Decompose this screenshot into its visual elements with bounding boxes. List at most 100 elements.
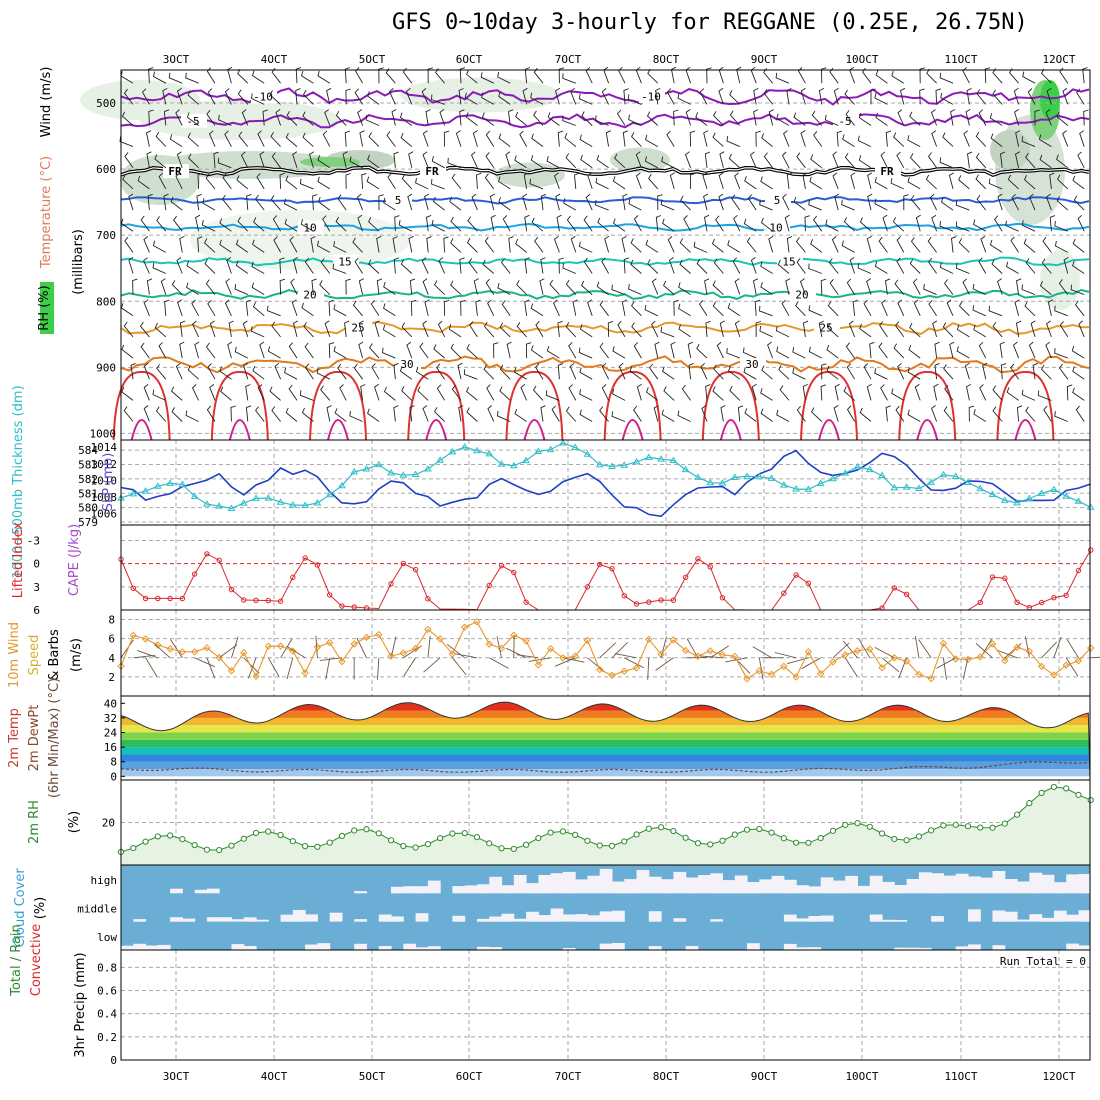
wind-barb [473, 278, 479, 295]
wind-barb [490, 214, 496, 232]
wind-barb [530, 155, 544, 169]
wind-barb [483, 322, 495, 338]
pressure-tick: 1000 [90, 427, 117, 440]
wind-barb [826, 344, 839, 359]
wind-barb [844, 152, 855, 169]
wind-marker [546, 644, 555, 653]
cloud-block [489, 876, 503, 894]
rh-marker [584, 837, 591, 844]
wind-barb [893, 343, 905, 359]
wind-barb [312, 194, 318, 211]
wind-barb [476, 172, 482, 189]
wind-barb [777, 259, 790, 274]
thickness-marker [669, 456, 678, 464]
wind-barb [939, 221, 954, 232]
wind-barb [304, 342, 314, 359]
wind-barb [465, 112, 478, 126]
wind-barb [123, 321, 134, 338]
thickness-marker [853, 462, 862, 470]
cloud-block [562, 871, 576, 894]
wind-barb [1005, 220, 1019, 232]
rh-marker [154, 833, 161, 840]
cloud-block [783, 879, 797, 894]
thickness-marker [878, 471, 886, 479]
wind-marker [706, 647, 714, 655]
cloud-block [538, 875, 552, 894]
x-tick-bottom: 4OCT [261, 1070, 288, 1083]
wind-barb [820, 384, 826, 401]
cloud-block [833, 880, 846, 894]
wind-barb [645, 387, 659, 401]
cloud-block [501, 885, 515, 894]
wind-barb [188, 153, 199, 169]
wind-barb [663, 386, 675, 401]
wind-barb [907, 176, 921, 190]
wind-barb [760, 408, 773, 422]
wind-marker [1001, 657, 1009, 665]
wind-barb [355, 67, 363, 84]
wind-barb [377, 657, 380, 680]
wind-marker [939, 639, 948, 648]
wind-barb [1000, 151, 1006, 168]
wind-barb [175, 172, 183, 190]
wind-barb [800, 87, 806, 105]
wind-barb [760, 388, 773, 401]
cloud-block [980, 877, 994, 894]
wind-barb [875, 112, 888, 126]
wind-barb [458, 405, 464, 422]
cloud-block [317, 943, 331, 950]
rh-marker [878, 830, 886, 837]
rh-shading [990, 130, 1030, 170]
lifted-marker [302, 555, 308, 561]
lifted-marker [400, 560, 407, 567]
surface-temp-contour-inner [916, 419, 939, 441]
wind-barb [800, 130, 806, 147]
wind-barb [1056, 111, 1069, 126]
wind-barb [566, 215, 577, 232]
wind-barb [222, 173, 232, 190]
thickness-marker [1037, 489, 1046, 496]
rh-marker [375, 830, 382, 837]
cloud-ylabel: Cloud Cover [13, 868, 28, 948]
wind-barb [285, 407, 298, 422]
upper-ylabel-wind: Wind (m/s) [39, 67, 54, 138]
wind-barb [359, 130, 365, 147]
cloud-block [477, 946, 490, 950]
wind-barb [234, 284, 248, 296]
thickness-marker [644, 453, 653, 460]
wind-barb [315, 635, 318, 658]
rh-marker [743, 826, 751, 833]
lifted-marker [891, 585, 898, 591]
wind-barb [612, 176, 626, 190]
wind-barb [204, 238, 216, 253]
wind-barb [958, 175, 970, 190]
surface-temp-contour [309, 370, 368, 441]
wind-barb [570, 235, 577, 253]
wind-barb [271, 321, 281, 338]
wind-barb [245, 299, 251, 316]
wind-barb [1049, 215, 1056, 232]
rh-marker [240, 835, 247, 842]
wind-barb [487, 299, 495, 316]
rh-marker [670, 827, 677, 835]
temp-tick: 32 [104, 712, 117, 725]
wind-barb [752, 278, 759, 295]
wind-barb [605, 130, 611, 147]
temp-band [121, 754, 1090, 762]
wind-barb [1024, 636, 1030, 658]
wind-barb [834, 193, 840, 211]
wind-barb [376, 278, 383, 295]
wind-barb [162, 88, 168, 105]
cloud-block [354, 943, 367, 950]
wind-barb [218, 644, 238, 659]
surface-temp-contour-inner [327, 419, 350, 441]
wind-barb [944, 279, 954, 295]
wind-barb [452, 657, 467, 676]
x-tick-top: 10OCT [845, 53, 878, 66]
wind-barb [939, 72, 954, 84]
wind-barb [427, 635, 431, 658]
cloud-block [747, 943, 760, 950]
contour-label-bg [346, 320, 372, 335]
wind-marker [252, 672, 260, 681]
wind-barb [655, 87, 661, 105]
